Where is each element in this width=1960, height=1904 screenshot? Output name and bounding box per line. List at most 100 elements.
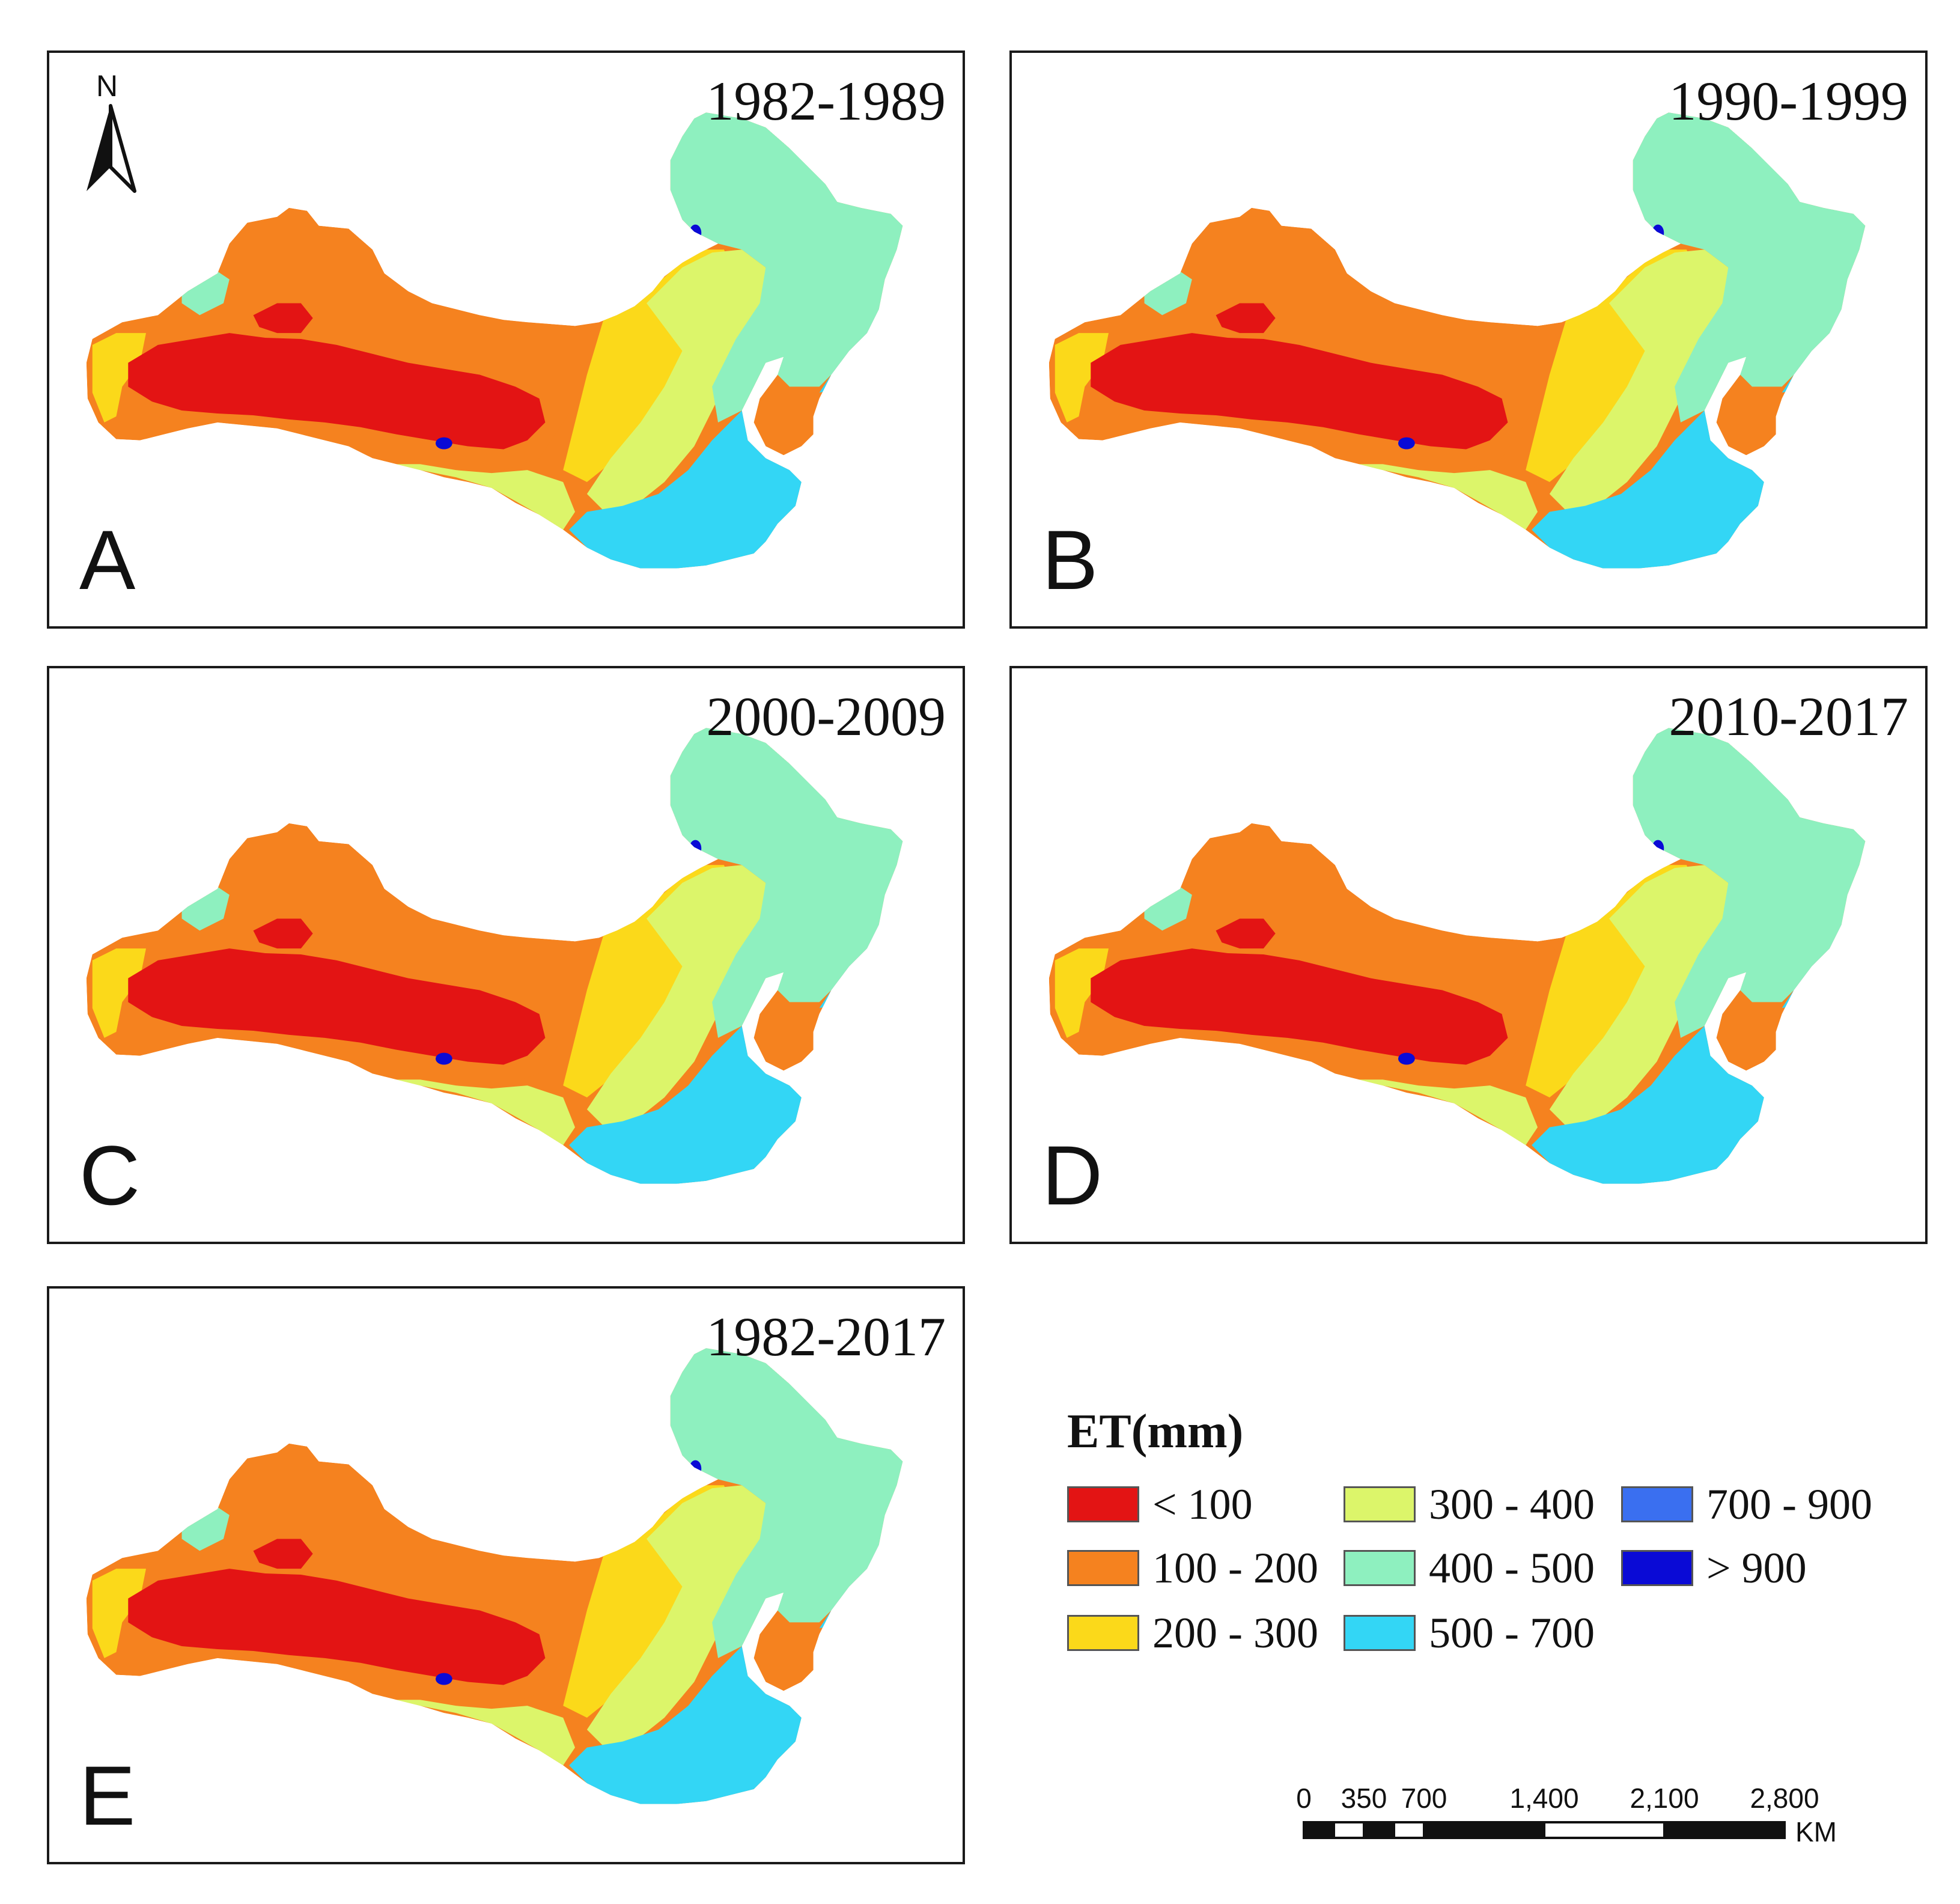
legend-swatch (1344, 1550, 1416, 1586)
et-zone (128, 948, 546, 1065)
et-zone (384, 1079, 576, 1146)
legend-label: < 100 (1152, 1480, 1253, 1528)
lake-marker (1652, 224, 1664, 242)
panel-period-label: 1982-2017 (706, 1306, 946, 1367)
lake-marker (1398, 1052, 1415, 1065)
et-zone (1347, 464, 1538, 530)
scale-bar-tick-label: 1,400 (1509, 1783, 1578, 1814)
et-zone (1633, 728, 1866, 1038)
lake-marker (324, 1086, 335, 1095)
et-zone (1055, 333, 1109, 423)
legend-label: > 900 (1706, 1544, 1807, 1592)
scale-bar-tick-label: 2,800 (1750, 1783, 1819, 1814)
panel-letter: B (1042, 513, 1098, 607)
et-map-a (86, 112, 903, 569)
scale-bar-tick-label: 0 (1296, 1783, 1312, 1814)
legend-label: 100 - 200 (1152, 1544, 1318, 1592)
et-zone (1216, 918, 1276, 949)
panel-period-label: 1982-1989 (706, 70, 946, 132)
panel-period-label: 1990-1999 (1669, 70, 1908, 132)
scale-bar-segment (1363, 1821, 1395, 1839)
scale-bar-tick-label: 350 (1341, 1783, 1387, 1814)
et-zone (670, 728, 903, 1038)
legend-item: 500 - 700 (1344, 1609, 1595, 1657)
north-arrow-label: N (96, 69, 118, 103)
lake-marker (1753, 517, 1761, 530)
scale-bar-tick-label: 700 (1401, 1783, 1447, 1814)
et-zone (92, 333, 147, 423)
lake-marker (435, 1673, 452, 1685)
map-panel-d: 2010-2017 D (1009, 666, 1928, 1244)
et-zone (1091, 333, 1508, 450)
et-zone (569, 410, 802, 569)
et-zone (384, 1700, 576, 1766)
scale-bar-segment (1303, 1821, 1335, 1839)
legend-item: 100 - 200 (1067, 1544, 1318, 1592)
legend-swatch (1067, 1615, 1139, 1651)
lake-marker (1398, 437, 1415, 450)
scale-bar: 0 350 700 1,400 2,100 2,800 KM (1296, 1783, 1837, 1848)
legend-item: > 900 (1621, 1544, 1807, 1592)
et-zone (128, 333, 546, 450)
legend-label: 400 - 500 (1429, 1544, 1595, 1592)
et-zone (1055, 948, 1109, 1038)
et-map-b (1048, 112, 1866, 569)
legend-item: 400 - 500 (1344, 1544, 1595, 1592)
et-zone (586, 865, 766, 1127)
et-zone (569, 1026, 802, 1184)
lake-marker (1286, 1086, 1298, 1095)
map-panel-a: 1982-1989 A N (47, 50, 965, 629)
panel-letter: D (1042, 1128, 1103, 1222)
et-map-d (1048, 728, 1866, 1184)
legend-item: 300 - 400 (1344, 1480, 1595, 1528)
et-zone (1532, 410, 1764, 569)
legend-item: 200 - 300 (1067, 1611, 1318, 1655)
et-zone (253, 303, 313, 334)
legend-swatch (1067, 1486, 1139, 1522)
et-zone (92, 948, 147, 1038)
lake-marker (689, 840, 702, 857)
et-map-c (86, 728, 903, 1184)
et-zone (1216, 303, 1276, 334)
scale-bar-segment (1423, 1821, 1545, 1839)
north-arrow-icon (87, 104, 136, 193)
et-zone (253, 1539, 313, 1569)
lake-marker (435, 437, 452, 450)
et-zone (128, 1569, 546, 1685)
scale-bar-tick-label: 2,100 (1630, 1783, 1699, 1814)
map-panel-e: 1982-2017 E (47, 1286, 965, 1864)
et-zone (670, 1348, 903, 1658)
lake-marker (790, 1133, 799, 1146)
lake-marker (1652, 840, 1664, 857)
legend-item: 700 - 900 (1621, 1483, 1872, 1526)
panel-letter: A (79, 513, 136, 607)
legend-label: 500 - 700 (1429, 1609, 1595, 1657)
et-zone (92, 1569, 147, 1658)
lake-marker (435, 1052, 452, 1065)
et-zone (1347, 1079, 1538, 1146)
et-zone (670, 112, 903, 423)
legend-swatch (1621, 1550, 1693, 1586)
et-zone (1532, 1026, 1764, 1184)
et-zone (569, 1646, 802, 1804)
legend-swatch (1067, 1550, 1139, 1586)
et-zone (1549, 249, 1729, 512)
legend-label: 300 - 400 (1429, 1480, 1595, 1528)
legend-item: < 100 (1067, 1480, 1253, 1528)
lake-marker (790, 1753, 799, 1766)
lake-marker (324, 471, 335, 480)
panel-period-label: 2010-2017 (1669, 686, 1908, 747)
et-zone (1091, 948, 1508, 1065)
legend-swatch (1621, 1486, 1693, 1522)
et-zone (384, 464, 576, 530)
legend-swatch (1344, 1486, 1416, 1522)
et-zone (586, 1485, 766, 1748)
scale-bar-segment (1543, 1821, 1666, 1839)
lake-marker (689, 224, 702, 242)
legend-title: ET(mm) (1067, 1405, 1244, 1458)
scale-bar-segment (1333, 1821, 1365, 1839)
map-panel-c: 2000-2009 C (47, 666, 965, 1244)
north-arrow: N (81, 71, 147, 200)
et-zone (253, 918, 313, 949)
scale-bar-unit: KM (1795, 1816, 1837, 1848)
